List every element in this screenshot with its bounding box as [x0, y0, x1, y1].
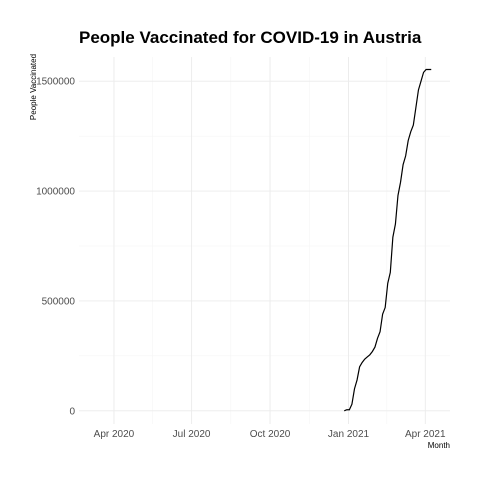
series-line-people-vaccinated [344, 68, 432, 412]
x-axis-tick-labels: Apr 2020 Jul 2020 Oct 2020 Jan 2021 Apr 2021 [94, 429, 446, 440]
x-tick-label: Apr 2020 [94, 429, 135, 440]
x-tick-label: Jul 2020 [173, 429, 211, 440]
y-axis-title: People Vaccinated [29, 54, 38, 120]
y-tick-label: 1000000 [36, 187, 75, 198]
x-tick-label: Jan 2021 [328, 429, 370, 440]
minor-gridlines [79, 57, 450, 424]
x-tick-label: Apr 2021 [405, 429, 446, 440]
y-axis-tick-labels: 0 500000 1000000 1500000 [36, 77, 75, 418]
x-tick-label: Oct 2020 [250, 429, 291, 440]
y-tick-label: 1500000 [36, 77, 75, 88]
major-gridlines [79, 57, 450, 424]
x-axis-title: Month [428, 441, 450, 450]
chart-title: People Vaccinated for COVID-19 in Austri… [79, 28, 422, 47]
y-tick-label: 0 [69, 406, 75, 417]
y-tick-label: 500000 [42, 296, 76, 307]
